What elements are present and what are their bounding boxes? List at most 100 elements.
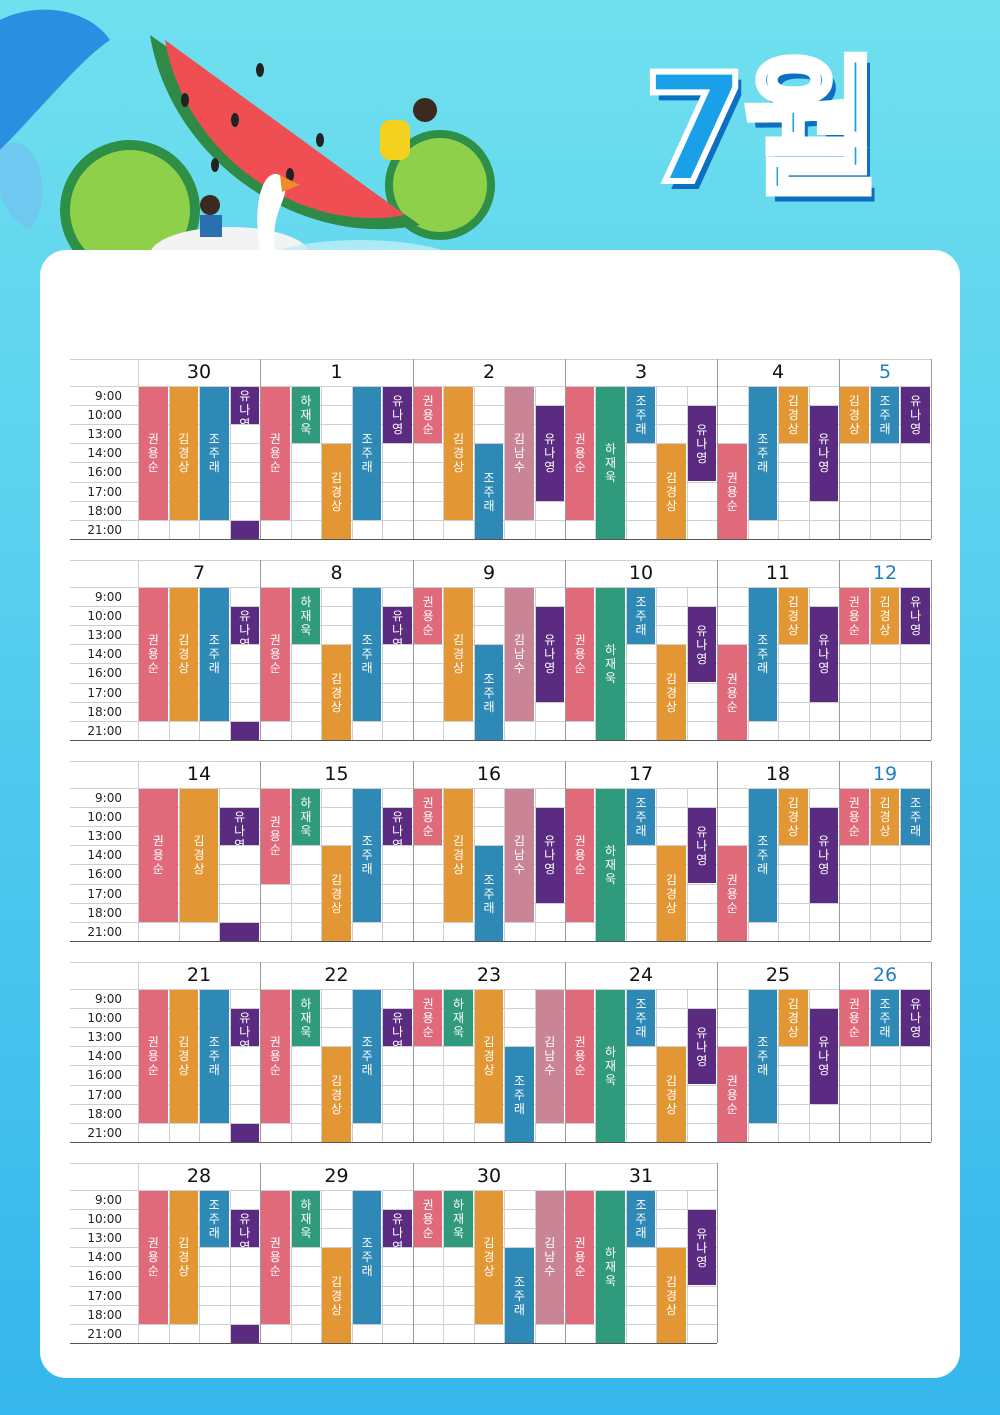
shift-bar: 조주래 xyxy=(200,990,229,1123)
time-label: 16:00 xyxy=(87,465,122,480)
shift-name: 권용순 xyxy=(574,432,586,475)
time-label: 10:00 xyxy=(87,408,122,423)
shift-bar: 김경상 xyxy=(779,990,808,1047)
watermelon-icon xyxy=(150,35,420,230)
shift-name: 권용순 xyxy=(269,432,281,475)
shift-name: 김경상 xyxy=(453,834,465,877)
shift-name: 김경상 xyxy=(665,1274,677,1317)
grid-line xyxy=(178,788,180,941)
grid-line xyxy=(625,1190,627,1343)
grid-line xyxy=(717,560,718,740)
grid-line xyxy=(931,560,932,740)
day-header: 5 xyxy=(878,361,892,383)
shift-name: 조주래 xyxy=(208,1035,220,1078)
shift-name: 유나영 xyxy=(392,810,404,853)
shift-bar: 권용순 xyxy=(414,1191,443,1248)
shift-name: 유나영 xyxy=(544,432,556,475)
day-header: 9 xyxy=(482,562,496,584)
grid-line xyxy=(199,989,200,1142)
grid-line xyxy=(351,587,353,740)
shift-name: 하재욱 xyxy=(605,441,617,484)
shift-bar: 유나영 xyxy=(383,808,412,852)
shift-bar: 유나영 xyxy=(687,1210,716,1286)
shift-name: 유나영 xyxy=(818,633,830,676)
grid-line xyxy=(260,962,261,1142)
day-header: 1 xyxy=(330,361,343,383)
shift-bar: 권용순 xyxy=(718,444,747,539)
shift-name: 권용순 xyxy=(269,633,281,676)
time-label: 18:00 xyxy=(87,503,122,518)
grid-line xyxy=(70,405,931,407)
grid-line xyxy=(70,826,931,828)
shift-bar: 김경상 xyxy=(657,645,686,740)
shift-bar: 김경상 xyxy=(779,789,808,846)
time-label: 9:00 xyxy=(95,590,122,604)
shift-name: 유나영 xyxy=(818,834,830,877)
person-icon xyxy=(380,98,437,160)
shift-name: 김경상 xyxy=(665,470,677,513)
grid-line xyxy=(70,962,931,963)
shift-bar: 김남수 xyxy=(535,990,564,1123)
shift-name: 김경상 xyxy=(330,1274,342,1317)
shift-name: 조주래 xyxy=(635,997,647,1040)
shift-bar: 권용순 xyxy=(718,846,747,941)
day-header: 17 xyxy=(628,763,654,785)
shift-name: 조주래 xyxy=(208,633,220,676)
grid-line xyxy=(351,386,353,539)
grid-line xyxy=(717,1163,718,1343)
shift-bar: 김경상 xyxy=(657,444,686,539)
grid-line xyxy=(900,989,902,1142)
grid-line xyxy=(199,386,200,539)
grid-line xyxy=(534,587,536,740)
grid-line xyxy=(625,386,627,539)
grid-line xyxy=(778,386,779,539)
shift-name: 김경상 xyxy=(453,432,465,475)
shift-name: 권용순 xyxy=(269,815,281,858)
shift-name: 김남수 xyxy=(513,432,525,475)
day-header: 29 xyxy=(324,1165,349,1187)
shift-bar: 하재욱 xyxy=(596,387,625,539)
shift-bar: 김경상 xyxy=(657,1047,686,1142)
time-label: 21:00 xyxy=(87,522,122,537)
grid-line xyxy=(138,359,139,539)
shift-name: 조주래 xyxy=(483,671,495,714)
grid-line xyxy=(473,587,475,740)
shift-name: 김경상 xyxy=(879,595,891,638)
shift-name: 유나영 xyxy=(818,432,830,475)
shift-name: 조주래 xyxy=(910,796,922,839)
shift-name: 조주래 xyxy=(757,432,769,475)
shift-name: 김남수 xyxy=(544,1236,556,1279)
grid-line xyxy=(70,1209,717,1211)
grid-line xyxy=(382,386,384,539)
shift-name: 김경상 xyxy=(178,432,190,475)
grid-line xyxy=(473,989,475,1142)
grid-line xyxy=(625,788,627,941)
shift-bar: 김경상 xyxy=(840,387,869,444)
shift-bar: 권용순 xyxy=(718,1047,747,1142)
day-header: 15 xyxy=(324,763,349,785)
shift-name: 김경상 xyxy=(787,595,799,638)
page-title: 7월 xyxy=(640,40,884,220)
shift-bar: 하재욱 xyxy=(291,990,321,1047)
shift-name: 권용순 xyxy=(422,1198,434,1241)
grid-line xyxy=(504,1190,506,1343)
shift-bar: 김경상 xyxy=(444,588,473,721)
shift-bar: 김남수 xyxy=(505,588,534,721)
grid-line xyxy=(138,761,139,941)
grid-line xyxy=(656,989,658,1142)
grid-line xyxy=(473,788,475,941)
grid-line xyxy=(504,587,506,740)
time-label: 9:00 xyxy=(95,389,122,403)
shift-name: 김경상 xyxy=(483,1236,495,1279)
shift-bar: 조주래 xyxy=(626,789,656,846)
shift-bar: 김남수 xyxy=(505,789,534,922)
time-label: 14:00 xyxy=(87,1049,122,1064)
shift-name: 권용순 xyxy=(422,796,434,839)
shift-name: 조주래 xyxy=(208,432,220,475)
grid-line xyxy=(70,1304,717,1306)
shift-name: 권용순 xyxy=(726,872,738,915)
shift-name: 김경상 xyxy=(178,1035,190,1078)
grid-line xyxy=(70,1323,717,1325)
grid-line xyxy=(168,587,170,740)
